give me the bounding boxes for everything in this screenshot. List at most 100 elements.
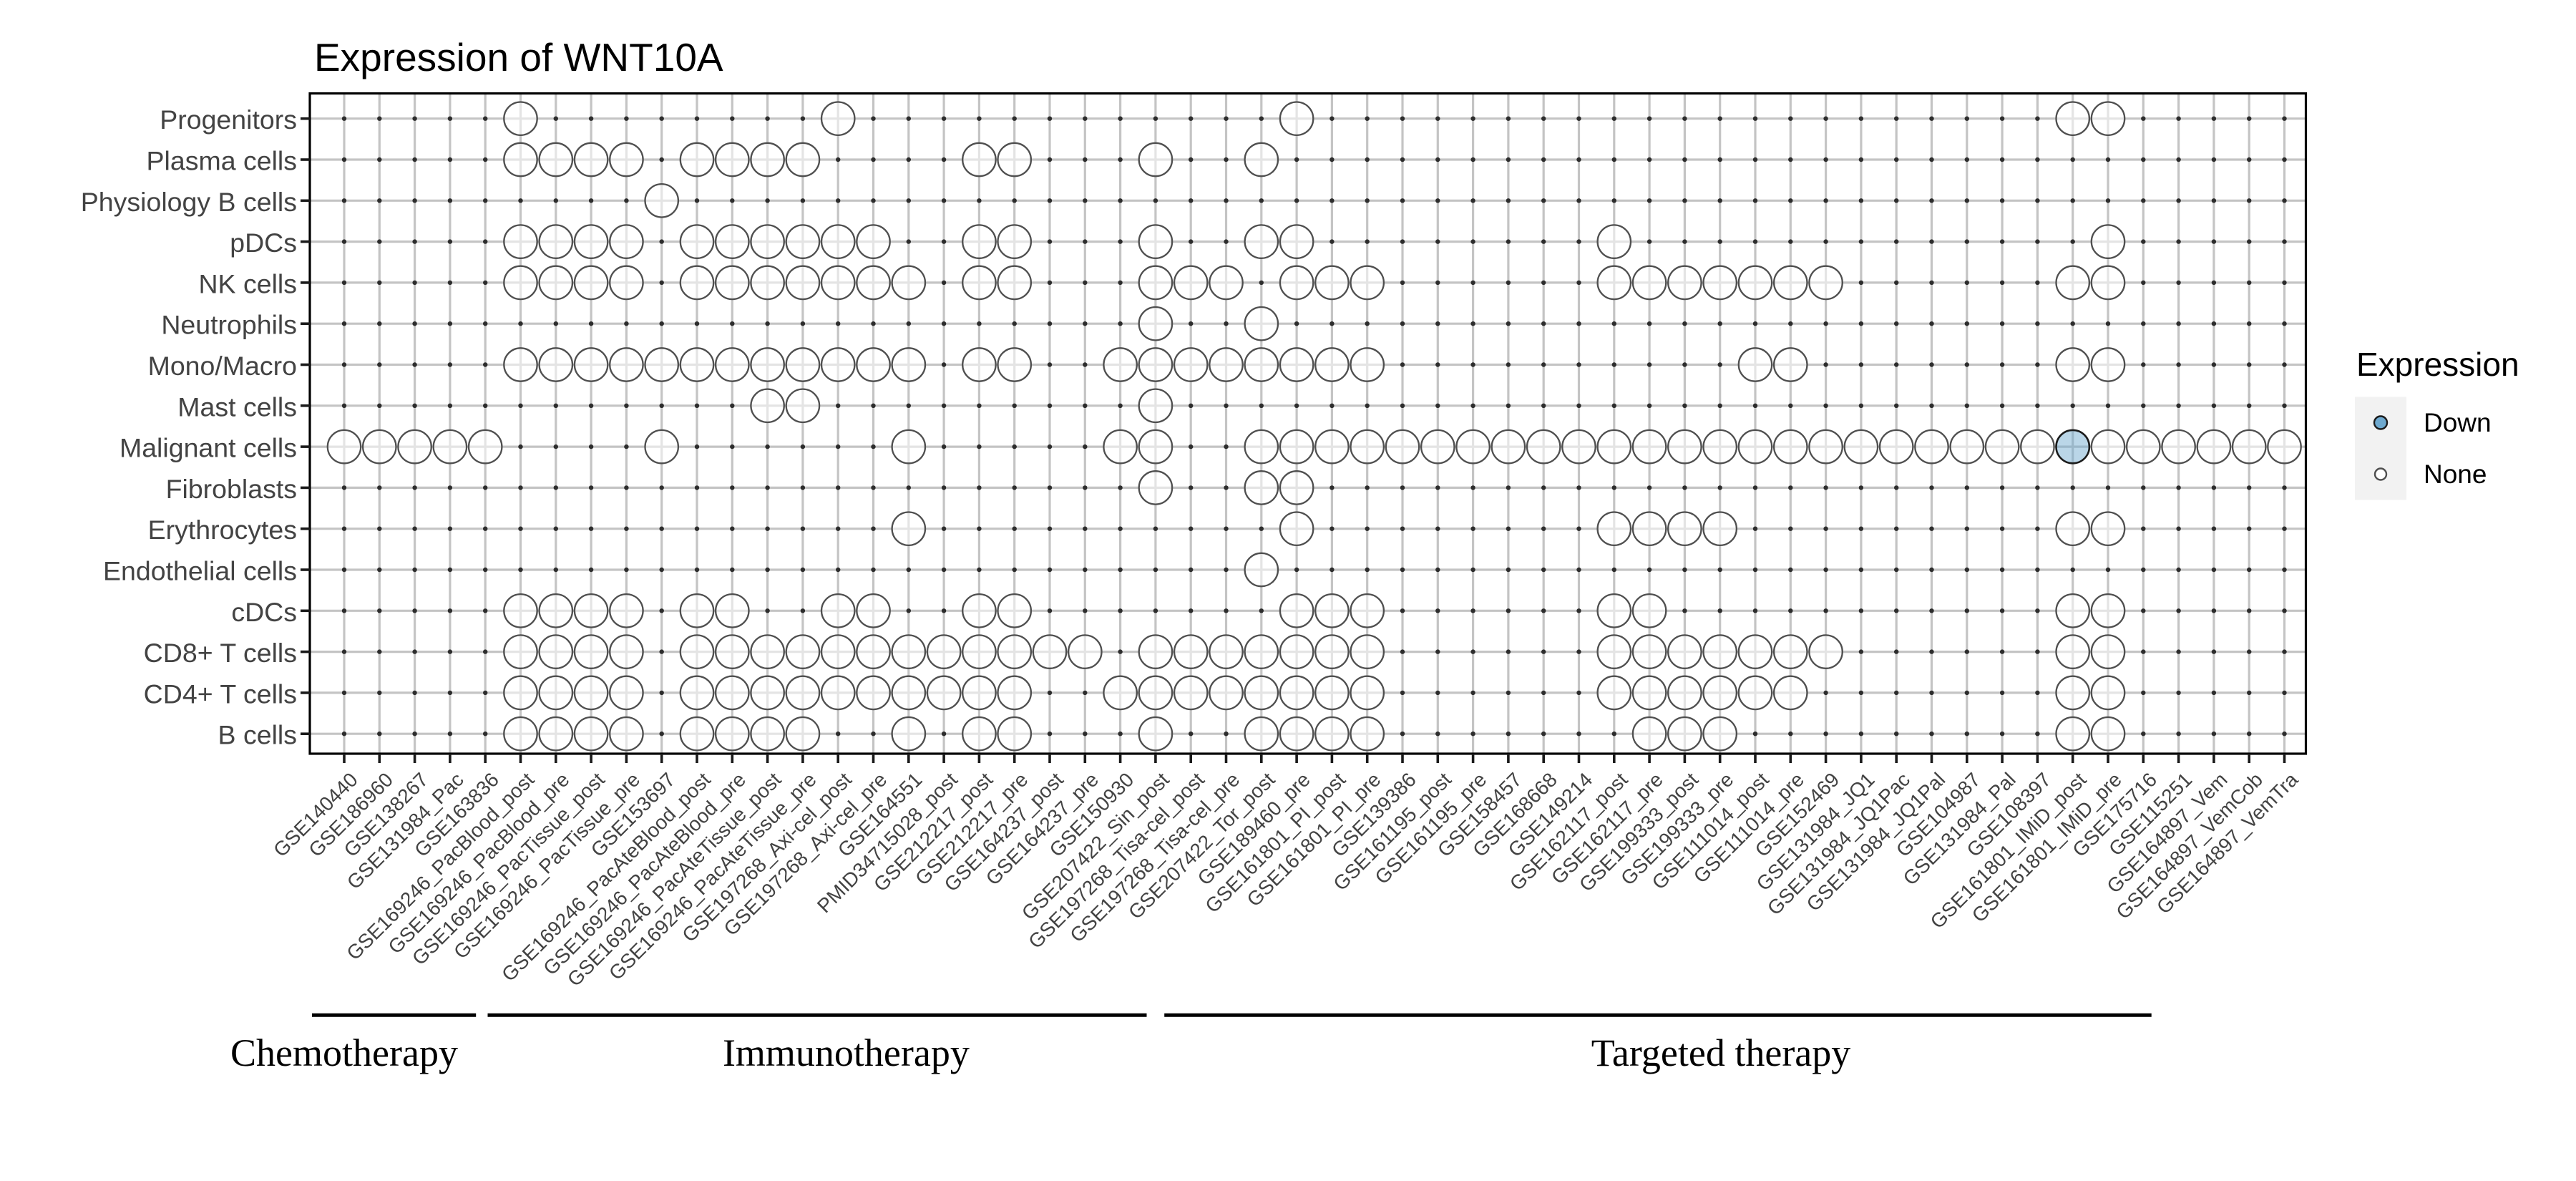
absent-dot xyxy=(1894,280,1899,286)
absent-dot xyxy=(765,526,770,531)
expression-circle-none xyxy=(1350,634,1385,669)
expression-circle-none xyxy=(1667,716,1702,752)
absent-dot xyxy=(1153,567,1158,573)
absent-dot xyxy=(836,731,841,737)
expression-circle-none xyxy=(1103,429,1138,465)
absent-dot xyxy=(1047,403,1053,408)
absent-dot xyxy=(1964,403,1969,408)
absent-dot xyxy=(2070,321,2075,326)
expression-circle-none xyxy=(2090,224,2126,259)
absent-dot xyxy=(1047,280,1053,286)
absent-dot xyxy=(447,731,453,737)
expression-circle-none xyxy=(1843,429,1879,465)
expression-circle-none xyxy=(820,675,856,711)
expression-circle-none xyxy=(820,265,856,301)
absent-dot xyxy=(1435,608,1440,613)
expression-circle-none xyxy=(1631,265,1667,301)
absent-dot xyxy=(2247,608,2252,613)
absent-dot xyxy=(659,567,664,573)
absent-dot xyxy=(377,116,382,121)
absent-dot xyxy=(483,321,488,326)
absent-dot xyxy=(906,608,912,613)
absent-dot xyxy=(1224,567,1229,573)
absent-dot xyxy=(483,608,488,613)
absent-dot xyxy=(2141,116,2146,121)
expression-circle-none xyxy=(1350,429,1385,465)
absent-dot xyxy=(1470,731,1475,737)
absent-dot xyxy=(588,198,594,203)
panel-border xyxy=(308,92,2308,755)
expression-circle-none xyxy=(820,634,856,669)
absent-dot xyxy=(1682,239,1687,244)
expression-circle-none xyxy=(1596,593,1632,628)
absent-dot xyxy=(1012,444,1017,449)
expression-circle-none xyxy=(856,675,891,711)
absent-dot xyxy=(1646,198,1652,203)
absent-dot xyxy=(1506,198,1511,203)
absent-dot xyxy=(1823,362,1828,367)
y-axis-label: Mast cells xyxy=(177,392,297,422)
absent-dot xyxy=(2141,321,2146,326)
absent-dot xyxy=(1788,198,1793,203)
absent-dot xyxy=(1083,485,1088,490)
expression-circle-none xyxy=(2090,634,2126,669)
absent-dot xyxy=(1118,567,1123,573)
expression-circle-none xyxy=(891,429,927,465)
absent-dot xyxy=(1047,731,1053,737)
absent-dot xyxy=(1506,608,1511,613)
absent-dot xyxy=(483,362,488,367)
expression-circle-none xyxy=(997,224,1033,259)
absent-dot xyxy=(977,403,982,408)
expression-circle-none xyxy=(1138,306,1174,341)
absent-dot xyxy=(1929,731,1934,737)
absent-dot xyxy=(2035,157,2040,162)
absent-dot xyxy=(1894,608,1899,613)
expression-circle-none xyxy=(1314,347,1350,382)
expression-circle-none xyxy=(1279,593,1314,628)
absent-dot xyxy=(2070,157,2075,162)
absent-dot xyxy=(1224,444,1229,449)
absent-dot xyxy=(447,485,453,490)
absent-dot xyxy=(659,116,664,121)
expression-circle-none xyxy=(1420,429,1455,465)
expression-circle-none xyxy=(1209,347,1244,382)
absent-dot xyxy=(1646,157,1652,162)
absent-dot xyxy=(1929,239,1934,244)
absent-dot xyxy=(1435,403,1440,408)
expression-circle-none xyxy=(1138,429,1174,465)
absent-dot xyxy=(2211,362,2217,367)
absent-dot xyxy=(1929,198,1934,203)
absent-dot xyxy=(2282,731,2287,737)
absent-dot xyxy=(2035,567,2040,573)
absent-dot xyxy=(800,444,806,449)
expression-circle-none xyxy=(820,224,856,259)
expression-circle-none xyxy=(573,593,609,628)
absent-dot xyxy=(412,321,417,326)
absent-dot xyxy=(1118,280,1123,286)
absent-dot xyxy=(1541,280,1546,286)
absent-dot xyxy=(2211,116,2217,121)
axis-ticks-layer xyxy=(301,117,2286,763)
group-label-targeted-therapy: Targeted therapy xyxy=(1591,1031,1851,1074)
expression-circle-none xyxy=(785,716,821,752)
absent-dot xyxy=(836,198,841,203)
absent-dot xyxy=(1858,608,1864,613)
absent-dot xyxy=(906,485,912,490)
absent-dot xyxy=(1858,403,1864,408)
expression-circle-none xyxy=(1491,429,1526,465)
expression-circle-none xyxy=(1244,470,1279,505)
expression-circle-none xyxy=(997,347,1033,382)
absent-dot xyxy=(1047,321,1053,326)
absent-dot xyxy=(1541,116,1546,121)
absent-dot xyxy=(1999,567,2005,573)
absent-dot xyxy=(1858,567,1864,573)
absent-dot xyxy=(977,198,982,203)
absent-dot xyxy=(1611,321,1616,326)
absent-dot xyxy=(341,403,347,408)
expression-circle-none xyxy=(2125,429,2161,465)
expression-circle-none xyxy=(1244,306,1279,341)
expression-circle-none xyxy=(962,716,997,752)
absent-dot xyxy=(1999,362,2005,367)
absent-dot xyxy=(1929,362,1934,367)
absent-dot xyxy=(800,321,806,326)
